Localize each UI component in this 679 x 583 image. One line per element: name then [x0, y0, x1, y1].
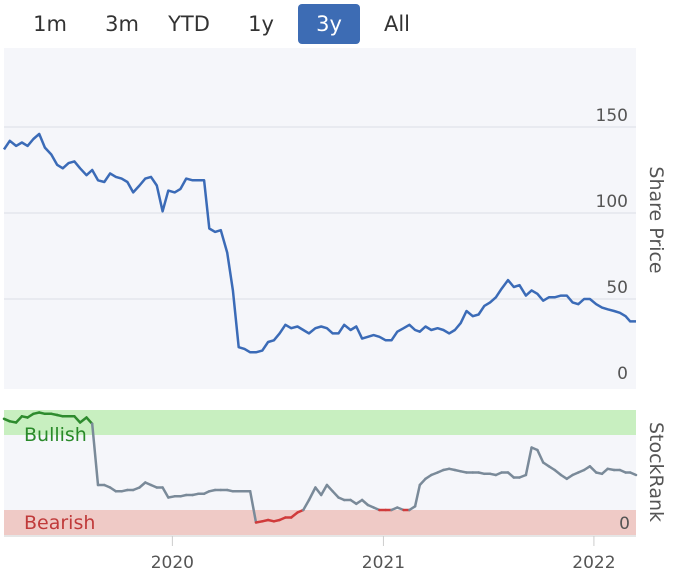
stockrank-line-segment [138, 481, 147, 489]
stockrank-panel: Bullish Bearish 0 StockRank [2, 410, 667, 535]
range-selector: 1m 3m YTD 1y 3y All [0, 0, 679, 48]
price-plot-background [4, 48, 636, 389]
stockrank-line-segment [588, 465, 598, 474]
stockrank-line-segment [90, 422, 100, 487]
stockrank-line-segment [628, 471, 638, 477]
stockrank-axis-title: StockRank [645, 422, 667, 522]
stockrank-line-segment [600, 467, 609, 476]
price-tick-label: 100 [596, 192, 628, 212]
stockrank-line-segment [360, 498, 370, 507]
stockrank-line-segment [289, 511, 299, 519]
stockrank-line-segment [161, 486, 170, 499]
range-button-1m[interactable]: 1m [33, 12, 67, 36]
band-label-bearish: Bearish [24, 512, 95, 534]
stockrank-line-segment [524, 446, 533, 477]
band-label-bullish: Bullish [24, 424, 87, 446]
band-bullish [4, 410, 636, 435]
stockrank-line-segment [314, 486, 323, 497]
x-tick-label: 2020 [151, 553, 194, 573]
range-button-1y[interactable]: 1y [248, 12, 274, 36]
stockrank-line-segment [536, 448, 545, 464]
stockrank-line-segment [14, 415, 24, 424]
stockrank-line-segment [418, 477, 427, 487]
stockrank-line-segment [553, 468, 563, 477]
stockrank-line-segment [302, 498, 311, 512]
stockrank-line-segment [413, 483, 422, 508]
range-button-ytd[interactable]: YTD [168, 12, 210, 36]
price-tick-label: 50 [606, 278, 628, 298]
share-price-axis-title: Share Price [645, 166, 667, 273]
range-button-3y[interactable]: 3y [298, 4, 360, 44]
stockrank-line-segment [78, 416, 88, 424]
stockrank-line-segment [319, 483, 329, 497]
stockrank-line-segment [506, 471, 516, 479]
price-tick-label: 0 [617, 364, 628, 384]
stockrank-line-segment [307, 486, 317, 502]
share-price-line [2, 132, 636, 354]
stockrank-line-segment [331, 490, 340, 499]
range-button-3m[interactable]: 3m [105, 12, 139, 36]
share-price-panel: 0 50 100 150 Share Price [2, 48, 667, 389]
stockrank-line-segment [73, 415, 82, 424]
stockrank-line-segment [248, 490, 258, 524]
band-bearish [4, 510, 636, 535]
range-button-all[interactable]: All [383, 12, 411, 36]
x-tick-label: 2022 [572, 553, 615, 573]
stockrank-line-segment [325, 483, 334, 493]
stockrank-line-segment [85, 416, 94, 426]
x-tick-label: 2021 [362, 553, 405, 573]
price-tick-label: 150 [596, 106, 628, 126]
rank-tick-label: 0 [619, 514, 630, 534]
